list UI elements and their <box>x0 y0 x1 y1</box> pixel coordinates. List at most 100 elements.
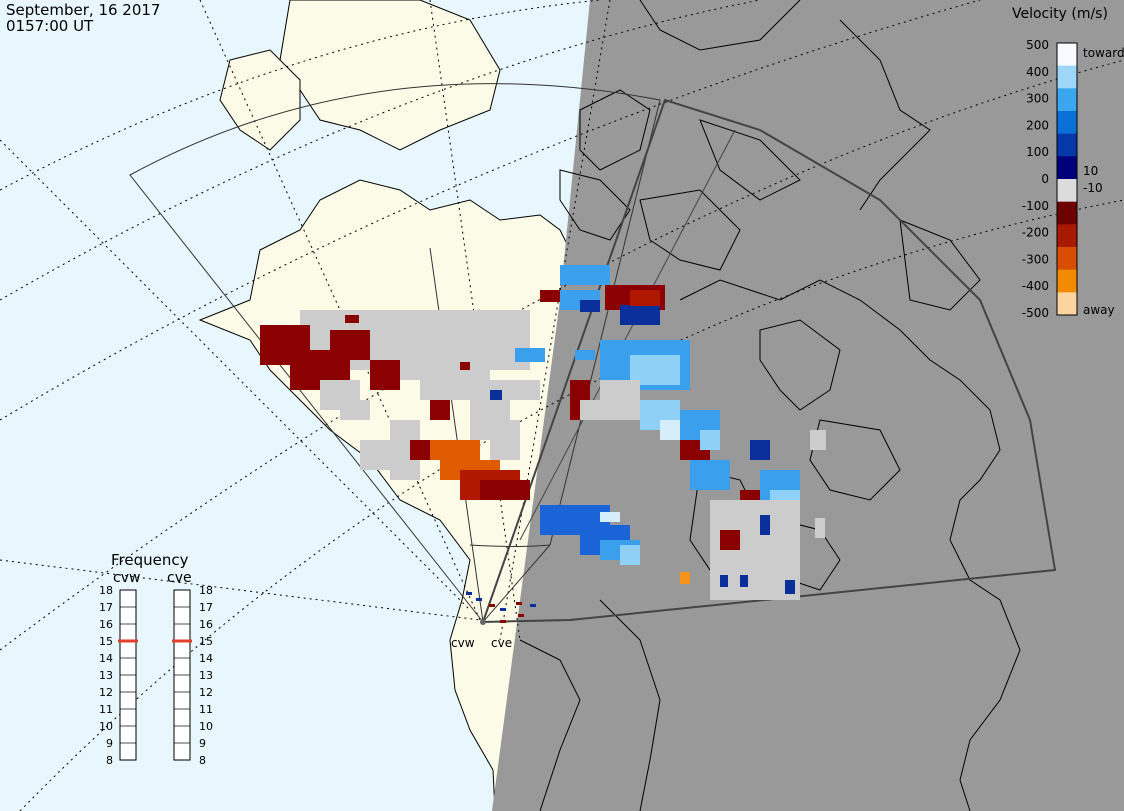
colorbar-segment <box>1057 111 1077 135</box>
frequency-tick-right: 18 <box>199 584 213 597</box>
scatter-cell <box>490 420 520 460</box>
frequency-tick-left: 12 <box>99 686 113 699</box>
frequency-radar-label-cve: cve <box>167 570 192 586</box>
scatter-cell <box>720 575 728 587</box>
scatter-cell <box>575 350 595 360</box>
colorbar-segment <box>1057 201 1077 225</box>
frequency-title: Frequency <box>111 551 189 569</box>
velocity-tick-label: 300 <box>1026 92 1049 106</box>
scatter-cell <box>540 290 560 302</box>
scatter-cell <box>515 348 545 362</box>
colorbar-segment <box>1057 292 1077 316</box>
velocity-tick-label: -500 <box>1022 306 1049 320</box>
scatter-cell <box>580 400 610 420</box>
frequency-tick-right: 10 <box>199 720 213 733</box>
scatter-cell <box>500 620 506 623</box>
colorbar-segment <box>1057 133 1077 157</box>
arctic-island-landmass <box>219 49 301 151</box>
night-shade <box>492 0 1124 811</box>
date-label: September, 16 2017 <box>6 1 161 19</box>
velocity-scale-title: Velocity (m/s) <box>1012 6 1108 22</box>
frequency-tick-right: 16 <box>199 618 213 631</box>
frequency-tick-right: 17 <box>199 601 213 614</box>
scatter-cell <box>370 360 400 390</box>
colorbar-segment <box>1057 247 1077 271</box>
scatter-cell <box>516 602 522 605</box>
velocity-tick-label: -200 <box>1022 226 1049 240</box>
scatter-cell <box>490 390 502 400</box>
colorbar-segment <box>1057 88 1077 112</box>
frequency-tick-right: 9 <box>199 737 206 750</box>
scatter-cell <box>620 305 660 325</box>
scatter-cell <box>660 420 680 440</box>
night-coastlines <box>519 0 1021 811</box>
frequency-tick-right: 12 <box>199 686 213 699</box>
radar-sites: cvw cve <box>451 619 512 650</box>
scatter-cell <box>430 440 480 460</box>
scatter-cell <box>815 518 825 538</box>
scatter-cell <box>400 330 490 380</box>
fov-cve <box>481 98 1057 624</box>
frequency-tick-left: 9 <box>106 737 113 750</box>
scale-inner-label-pos: 10 <box>1083 164 1098 178</box>
scatter-cell <box>680 572 690 584</box>
frequency-tick-left: 17 <box>99 601 113 614</box>
scatter-cell <box>345 315 359 323</box>
velocity-tick-label: 500 <box>1026 38 1049 52</box>
scale-toward-label: toward <box>1083 46 1124 60</box>
scatter-cell <box>518 614 524 617</box>
frequency-tick-right: 13 <box>199 669 213 682</box>
frequency-tick-right: 15 <box>199 635 213 648</box>
colorbar-segment <box>1057 269 1077 293</box>
scatter-cell <box>750 440 770 460</box>
site-marker-cvw <box>480 619 486 625</box>
scatter-cell <box>690 460 730 490</box>
velocity-tick-label: 100 <box>1026 145 1049 159</box>
colorbar-segment <box>1057 156 1077 180</box>
scatter-cell <box>530 604 536 607</box>
velocity-tick-label: 200 <box>1026 118 1049 132</box>
scale-away-label: away <box>1083 303 1115 317</box>
scatter-cell <box>740 575 748 587</box>
colorbar-segment <box>1057 65 1077 89</box>
greenland-landmass <box>279 0 501 151</box>
colorbar-segment <box>1057 43 1077 67</box>
scatter-cell <box>500 608 506 611</box>
velocity-tick-label: 400 <box>1026 65 1049 79</box>
scatter-cell <box>620 545 640 565</box>
scatter-cell <box>560 265 610 285</box>
velocity-scatter <box>260 265 826 623</box>
velocity-tick-label: -300 <box>1022 252 1049 266</box>
velocity-tick-label: 0 <box>1041 172 1049 186</box>
scatter-cell <box>420 380 540 400</box>
frequency-tick-right: 8 <box>199 754 206 767</box>
frequency-tick-right: 11 <box>199 703 213 716</box>
frequency-bars: 18 18 17 17 16 16 15 15 14 14 13 13 12 12 11 11 10 10 9 9 8 8 <box>99 584 213 767</box>
frequency-radar-label-cvw: cvw <box>113 570 140 586</box>
scatter-cell <box>466 592 472 595</box>
scatter-cell <box>810 430 826 450</box>
time-label: 0157:00 UT <box>6 17 94 35</box>
scatter-cell <box>410 440 430 460</box>
frequency-tick-left: 15 <box>99 635 113 648</box>
scatter-cell <box>330 330 370 360</box>
colorbar-segment <box>1057 224 1077 248</box>
scatter-cell <box>700 430 720 450</box>
scatter-cell <box>720 530 740 550</box>
frequency-tick-right: 14 <box>199 652 213 665</box>
site-label-cve: cve <box>491 636 512 650</box>
frequency-tick-left: 10 <box>99 720 113 733</box>
site-label-cvw: cvw <box>451 636 475 650</box>
scatter-cell <box>480 480 530 500</box>
frequency-tick-left: 18 <box>99 584 113 597</box>
scatter-cell <box>760 515 770 535</box>
frequency-tick-left: 13 <box>99 669 113 682</box>
frequency-tick-left: 8 <box>106 754 113 767</box>
colorbar-segment <box>1057 179 1077 203</box>
scatter-cell <box>489 604 495 607</box>
scatter-cell <box>476 598 482 601</box>
velocity-tick-label: -400 <box>1022 279 1049 293</box>
scatter-cell <box>430 400 450 420</box>
